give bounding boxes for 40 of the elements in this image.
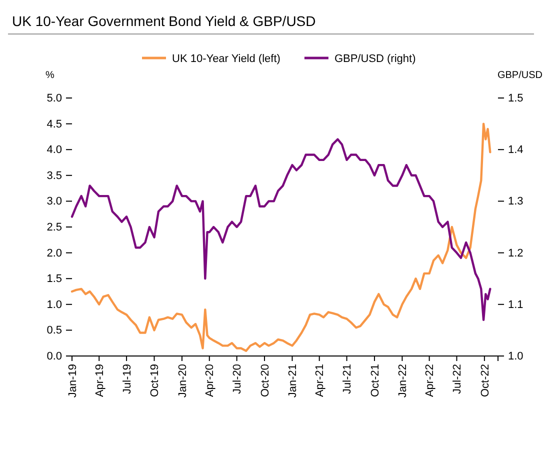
x-tick-label: Jan-20 — [176, 364, 189, 398]
x-tick-label: Jul-21 — [342, 364, 354, 394]
y2-tick-label: 1.5 — [508, 92, 524, 105]
legend-label: GBP/USD (right) — [334, 53, 416, 65]
y-tick-label: 4.5 — [46, 118, 62, 130]
x-tick-label: Apr-22 — [424, 364, 436, 398]
legend-label: UK 10-Year Yield (left) — [172, 53, 280, 65]
y-tick-label: 3.5 — [46, 170, 62, 182]
y2-axis-title: GBP/USD — [497, 70, 543, 81]
y2-tick-label: 1.0 — [508, 350, 524, 363]
x-tick-label: Jul-20 — [232, 364, 244, 394]
y-axis-title: % — [46, 70, 55, 81]
y2-tick-label: 1.2 — [508, 247, 524, 260]
y-tick-label: 2.0 — [46, 247, 62, 260]
y2-tick-label: 1.3 — [508, 196, 524, 208]
y-tick-label: 5.0 — [46, 92, 62, 105]
chart-title: UK 10-Year Government Bond Yield & GBP/USD — [12, 13, 316, 29]
x-tick-label: Apr-19 — [94, 364, 106, 398]
y2-tick-label: 1.1 — [508, 298, 524, 311]
x-tick-label: Jul-22 — [452, 364, 464, 394]
x-tick-label: Oct-20 — [259, 364, 272, 398]
x-tick-label: Oct-21 — [369, 364, 382, 398]
x-tick-label: Oct-19 — [149, 364, 162, 398]
y-tick-label: 0.0 — [46, 350, 62, 363]
y2-tick-label: 1.4 — [508, 144, 524, 156]
x-tick-label: Oct-22 — [479, 364, 492, 398]
y-tick-label: 3.0 — [46, 196, 62, 208]
y-tick-label: 4.0 — [46, 144, 62, 156]
y-tick-label: 0.5 — [46, 324, 62, 337]
x-tick-label: Jul-19 — [121, 364, 134, 394]
y-tick-label: 1.0 — [46, 298, 62, 311]
x-tick-label: Jan-21 — [287, 364, 300, 398]
x-tick-label: Jan-19 — [66, 364, 79, 398]
line-series — [70, 122, 492, 352]
x-tick-label: Jan-22 — [397, 364, 410, 398]
line-series — [70, 138, 492, 321]
y-tick-label: 1.5 — [46, 273, 62, 286]
x-tick-label: Apr-21 — [314, 364, 326, 398]
x-tick-label: Apr-20 — [204, 364, 216, 398]
y-tick-label: 2.5 — [46, 222, 62, 234]
